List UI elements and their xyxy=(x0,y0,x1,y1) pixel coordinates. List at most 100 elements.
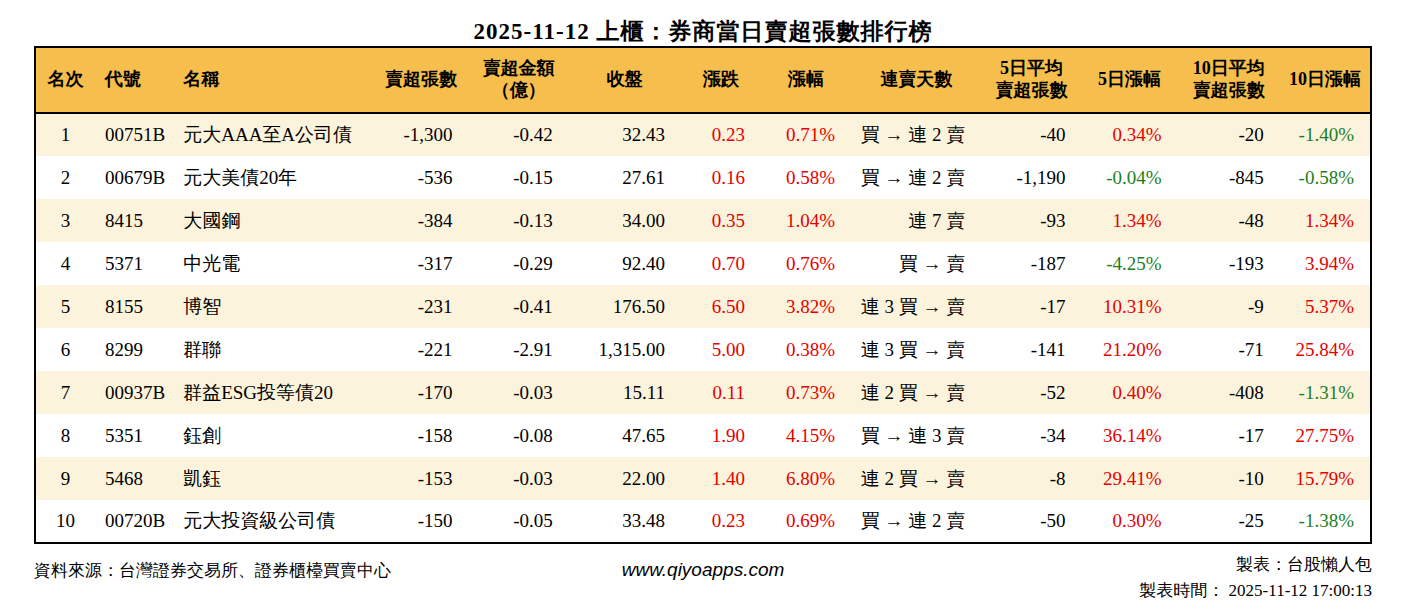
cell-change-pct: 3.82% xyxy=(761,285,851,328)
cell-avg10: -193 xyxy=(1178,242,1280,285)
cell-streak: 買 → 賣 xyxy=(851,242,981,285)
cell-close: 22.00 xyxy=(569,457,681,500)
cell-pct5: -4.25% xyxy=(1081,242,1177,285)
cell-name: 元大AAA至A公司債 xyxy=(173,113,373,156)
cell-pct10: 15.79% xyxy=(1280,457,1371,500)
cell-code: 5371 xyxy=(95,242,173,285)
cell-pct5: 21.20% xyxy=(1081,328,1177,371)
cell-sell-amt: -0.15 xyxy=(469,156,569,199)
cell-change: 1.90 xyxy=(681,414,761,457)
cell-rank: 6 xyxy=(35,328,95,371)
column-header-sell-qty: 賣超張數 xyxy=(373,47,468,113)
cell-sell-amt: -2.91 xyxy=(469,328,569,371)
cell-change-pct: 4.15% xyxy=(761,414,851,457)
cell-pct10: 27.75% xyxy=(1280,414,1371,457)
column-header-pct5: 5日漲幅 xyxy=(1081,47,1177,113)
cell-sell-qty: -150 xyxy=(373,500,468,543)
cell-close: 15.11 xyxy=(569,371,681,414)
cell-name: 元大美債20年 xyxy=(173,156,373,199)
cell-rank: 8 xyxy=(35,414,95,457)
cell-pct5: 1.34% xyxy=(1081,199,1177,242)
column-header-close: 收盤 xyxy=(569,47,681,113)
table-row: 58155博智-231-0.41176.506.503.82%連 3 買 → 賣… xyxy=(35,285,1371,328)
cell-pct5: -0.04% xyxy=(1081,156,1177,199)
cell-sell-amt: -0.42 xyxy=(469,113,569,156)
cell-pct10: -1.38% xyxy=(1280,500,1371,543)
cell-change-pct: 1.04% xyxy=(761,199,851,242)
cell-change-pct: 0.69% xyxy=(761,500,851,543)
cell-streak: 買 → 連 2 賣 xyxy=(851,500,981,543)
column-header-name: 名稱 xyxy=(173,47,373,113)
cell-streak: 連 2 買 → 賣 xyxy=(851,457,981,500)
cell-change-pct: 6.80% xyxy=(761,457,851,500)
cell-code: 5351 xyxy=(95,414,173,457)
cell-change-pct: 0.58% xyxy=(761,156,851,199)
cell-avg5: -52 xyxy=(981,371,1081,414)
cell-streak: 連 3 買 → 賣 xyxy=(851,328,981,371)
cell-sell-qty: -170 xyxy=(373,371,468,414)
column-header-avg10: 10日平均 賣超張數 xyxy=(1178,47,1280,113)
cell-pct10: 25.84% xyxy=(1280,328,1371,371)
cell-pct10: 1.34% xyxy=(1280,199,1371,242)
cell-change: 0.70 xyxy=(681,242,761,285)
cell-avg10: -9 xyxy=(1178,285,1280,328)
table-header-row: 名次代號名稱賣超張數賣超金額 （億）收盤漲跌漲幅連賣天數5日平均 賣超張數5日漲… xyxy=(35,47,1371,113)
cell-avg5: -40 xyxy=(981,113,1081,156)
broker-net-sell-ranking-table: 名次代號名稱賣超張數賣超金額 （億）收盤漲跌漲幅連賣天數5日平均 賣超張數5日漲… xyxy=(34,46,1372,544)
cell-pct10: 3.94% xyxy=(1280,242,1371,285)
column-header-sell-amt: 賣超金額 （億） xyxy=(469,47,569,113)
website-label: www.qiyoapps.com xyxy=(622,559,785,581)
cell-avg10: -25 xyxy=(1178,500,1280,543)
cell-avg5: -93 xyxy=(981,199,1081,242)
cell-code: 8415 xyxy=(95,199,173,242)
cell-name: 鈺創 xyxy=(173,414,373,457)
cell-name: 大國鋼 xyxy=(173,199,373,242)
cell-code: 00751B xyxy=(95,113,173,156)
cell-avg10: -20 xyxy=(1178,113,1280,156)
table-row: 68299群聯-221-2.911,315.005.000.38%連 3 買 →… xyxy=(35,328,1371,371)
cell-change-pct: 0.73% xyxy=(761,371,851,414)
cell-sell-amt: -0.03 xyxy=(469,371,569,414)
cell-close: 176.50 xyxy=(569,285,681,328)
cell-pct5: 29.41% xyxy=(1081,457,1177,500)
cell-close: 32.43 xyxy=(569,113,681,156)
cell-pct5: 36.14% xyxy=(1081,414,1177,457)
cell-avg5: -50 xyxy=(981,500,1081,543)
cell-change: 6.50 xyxy=(681,285,761,328)
cell-name: 中光電 xyxy=(173,242,373,285)
cell-avg5: -1,190 xyxy=(981,156,1081,199)
cell-streak: 買 → 連 2 賣 xyxy=(851,156,981,199)
cell-close: 34.00 xyxy=(569,199,681,242)
cell-pct5: 0.30% xyxy=(1081,500,1177,543)
cell-code: 8155 xyxy=(95,285,173,328)
cell-rank: 3 xyxy=(35,199,95,242)
cell-name: 群益ESG投等債20 xyxy=(173,371,373,414)
cell-sell-qty: -158 xyxy=(373,414,468,457)
maker-label: 製表：台股懶人包 xyxy=(1139,552,1372,578)
made-time-label: 製表時間： 2025-11-12 17:00:13 xyxy=(1139,578,1372,604)
cell-rank: 9 xyxy=(35,457,95,500)
table-row: 200679B元大美債20年-536-0.1527.610.160.58%買 →… xyxy=(35,156,1371,199)
column-header-avg5: 5日平均 賣超張數 xyxy=(981,47,1081,113)
cell-pct10: -1.31% xyxy=(1280,371,1371,414)
cell-avg10: -71 xyxy=(1178,328,1280,371)
table-row: 85351鈺創-158-0.0847.651.904.15%買 → 連 3 賣-… xyxy=(35,414,1371,457)
footer: 資料來源：台灣證券交易所、證券櫃檯買賣中心 www.qiyoapps.com 製… xyxy=(34,552,1372,604)
cell-rank: 4 xyxy=(35,242,95,285)
cell-code: 00679B xyxy=(95,156,173,199)
cell-name: 博智 xyxy=(173,285,373,328)
cell-sell-amt: -0.03 xyxy=(469,457,569,500)
cell-sell-qty: -317 xyxy=(373,242,468,285)
cell-sell-qty: -153 xyxy=(373,457,468,500)
cell-close: 1,315.00 xyxy=(569,328,681,371)
cell-pct5: 10.31% xyxy=(1081,285,1177,328)
cell-sell-qty: -221 xyxy=(373,328,468,371)
cell-avg10: -17 xyxy=(1178,414,1280,457)
cell-streak: 買 → 連 2 賣 xyxy=(851,113,981,156)
cell-change-pct: 0.38% xyxy=(761,328,851,371)
cell-pct5: 0.34% xyxy=(1081,113,1177,156)
cell-rank: 7 xyxy=(35,371,95,414)
cell-name: 群聯 xyxy=(173,328,373,371)
cell-change: 5.00 xyxy=(681,328,761,371)
cell-avg5: -8 xyxy=(981,457,1081,500)
